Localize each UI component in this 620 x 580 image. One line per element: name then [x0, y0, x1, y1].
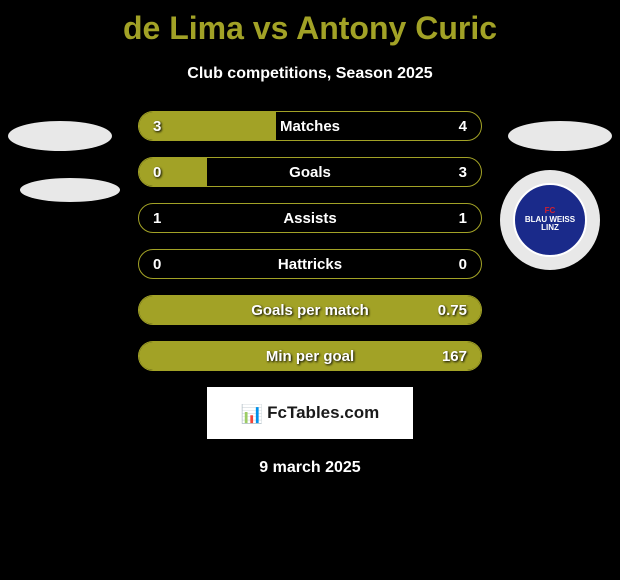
bar-row-assists: 1 1 Assists [138, 203, 482, 233]
player-left-avatar-placeholder-1 [8, 121, 112, 151]
watermark-text: FcTables.com [267, 403, 379, 423]
date: 9 march 2025 [0, 459, 620, 477]
club-badge-line3: LINZ [541, 224, 559, 233]
watermark: 📊 FcTables.com [207, 387, 413, 439]
bar-row-hattricks: 0 0 Hattricks [138, 249, 482, 279]
bar-row-min-per-goal: 167 Min per goal [138, 341, 482, 371]
player-right-club-badge-wrap: FC BLAU WEISS LINZ [500, 170, 600, 270]
bar-label: Goals [139, 158, 481, 187]
subtitle: Club competitions, Season 2025 [0, 65, 620, 83]
page-title: de Lima vs Antony Curic [0, 0, 620, 47]
bar-label: Hattricks [139, 250, 481, 279]
bar-row-goals-per-match: 0.75 Goals per match [138, 295, 482, 325]
club-badge: FC BLAU WEISS LINZ [513, 183, 587, 257]
bar-label: Assists [139, 204, 481, 233]
player-left-avatar-placeholder-2 [20, 178, 120, 202]
bar-label: Goals per match [139, 296, 481, 325]
stats-bars: 3 4 Matches 0 3 Goals 1 1 Assists 0 0 Ha… [138, 111, 482, 371]
chart-icon: 📊 [241, 404, 263, 425]
bar-label: Min per goal [139, 342, 481, 371]
bar-row-goals: 0 3 Goals [138, 157, 482, 187]
bar-label: Matches [139, 112, 481, 141]
player-right-avatar-placeholder-1 [508, 121, 612, 151]
bar-row-matches: 3 4 Matches [138, 111, 482, 141]
